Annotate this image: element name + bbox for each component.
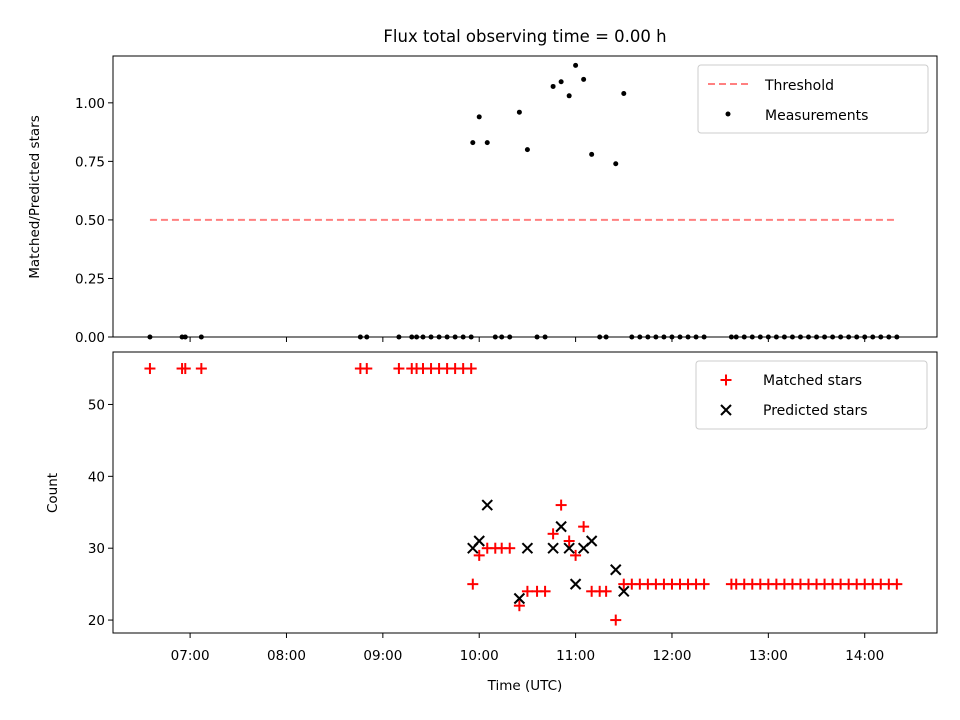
matched-star-point bbox=[393, 363, 405, 375]
bottom-y-tick-label: 50 bbox=[88, 397, 105, 413]
top-y-tick-label: 1.00 bbox=[75, 96, 105, 112]
bottom-x-tick-label: 09:00 bbox=[363, 648, 402, 664]
predicted-star-point bbox=[618, 585, 630, 598]
measurement-point bbox=[470, 140, 476, 146]
predicted-star-point bbox=[481, 499, 493, 511]
matched-star-point bbox=[144, 363, 156, 375]
bottom-x-tick-label: 12:00 bbox=[653, 648, 692, 664]
measurement-point bbox=[573, 62, 579, 68]
legend-matched-label: Matched stars bbox=[763, 373, 862, 389]
bottom-panel: 20 30 40 50 07:00 08:00 09:00 10:00 11:00 12:00 1… bbox=[45, 351, 938, 694]
legend-matched-swatch bbox=[720, 374, 732, 386]
measurement-point bbox=[613, 161, 619, 167]
predicted-star-point bbox=[555, 520, 567, 533]
measurement-point bbox=[621, 90, 627, 96]
matched-star-point bbox=[698, 578, 710, 590]
top-panel: 0.00 0.25 0.50 0.75 1.00 Matched/Predicted s… bbox=[27, 55, 938, 346]
bottom-x-tick-label: 13:00 bbox=[749, 648, 788, 664]
legend-predicted-label: Predicted stars bbox=[763, 403, 868, 419]
matched-star-point bbox=[361, 363, 373, 375]
matched-star-point bbox=[521, 585, 533, 597]
matched-star-point bbox=[473, 549, 485, 561]
matched-star-point bbox=[465, 363, 477, 375]
top-axes-frame bbox=[112, 55, 938, 338]
measurement-point bbox=[581, 76, 587, 82]
measurement-point bbox=[516, 109, 522, 115]
legend-measurements-label: Measurements bbox=[765, 108, 868, 124]
legend-plus-marker bbox=[720, 374, 732, 386]
top-y-label: Matched/Predicted stars bbox=[27, 115, 43, 278]
measurement-point bbox=[589, 151, 595, 157]
predicted-star-point bbox=[521, 542, 534, 554]
measurement-point bbox=[484, 140, 490, 146]
bottom-y-label: Count bbox=[45, 473, 61, 513]
measurement-point bbox=[558, 79, 564, 85]
matched-star-point bbox=[539, 585, 551, 597]
predicted-star-point bbox=[473, 535, 485, 547]
matched-star-point bbox=[195, 363, 207, 375]
bottom-x-tick-label: 08:00 bbox=[267, 648, 306, 664]
matched-star-point bbox=[555, 499, 567, 511]
matched-star-point bbox=[467, 578, 479, 590]
top-y-tick-label: 0.00 bbox=[75, 330, 105, 346]
predicted-star-point bbox=[610, 564, 622, 576]
matched-star-point bbox=[600, 585, 612, 597]
bottom-y-axis: 20 30 40 50 bbox=[88, 397, 113, 629]
bottom-legend-box bbox=[695, 360, 928, 430]
bottom-y-tick-label: 30 bbox=[88, 541, 105, 557]
top-y-axis: 0.00 0.25 0.50 0.75 1.00 bbox=[75, 96, 113, 346]
top-x-ticks bbox=[189, 337, 866, 342]
predicted-star-point bbox=[563, 542, 575, 554]
bottom-x-tick-label: 11:00 bbox=[556, 648, 595, 664]
matched-star-point bbox=[578, 521, 590, 533]
bottom-y-tick-label: 40 bbox=[88, 469, 105, 485]
bottom-x-axis: 07:00 08:00 09:00 10:00 11:00 12:00 13:00 14:00 bbox=[171, 633, 884, 664]
matched-star-point bbox=[513, 600, 525, 612]
bottom-x-tick-label: 07:00 bbox=[171, 648, 210, 664]
top-legend: Threshold Measurements bbox=[697, 64, 929, 134]
measurement-point bbox=[566, 93, 572, 99]
bottom-legend: Matched stars Predicted stars bbox=[695, 360, 928, 430]
matched-star-point bbox=[179, 363, 191, 375]
measurement-point bbox=[524, 147, 530, 153]
legend-measurements-swatch bbox=[725, 111, 731, 117]
legend-predicted-swatch bbox=[720, 404, 732, 416]
legend-threshold-label: Threshold bbox=[764, 78, 834, 94]
predicted-star-point bbox=[585, 535, 598, 547]
top-y-tick-label: 0.75 bbox=[75, 154, 105, 170]
measurement-point bbox=[550, 83, 556, 89]
bottom-x-tick-label: 10:00 bbox=[460, 648, 499, 664]
matched-stars-points bbox=[144, 363, 903, 626]
matched-star-point bbox=[547, 528, 559, 540]
bottom-axes-frame bbox=[112, 351, 938, 634]
measurement-point bbox=[476, 114, 482, 120]
predicted-star-point bbox=[547, 542, 559, 554]
top-y-tick-label: 0.25 bbox=[75, 271, 105, 287]
top-y-tick-label: 0.50 bbox=[75, 213, 105, 229]
predicted-stars-points bbox=[467, 499, 630, 605]
bottom-y-tick-label: 20 bbox=[88, 613, 105, 629]
predicted-star-point bbox=[513, 592, 526, 605]
matched-star-point bbox=[563, 535, 575, 547]
predicted-star-point bbox=[569, 578, 582, 590]
matched-star-point bbox=[570, 549, 582, 561]
legend-x-marker bbox=[720, 404, 732, 416]
matched-star-point bbox=[891, 578, 903, 590]
chart-title: Flux total observing time = 0.00 h bbox=[383, 27, 666, 46]
x-axis-label: Time (UTC) bbox=[487, 678, 563, 694]
bottom-x-tick-label: 14:00 bbox=[845, 648, 884, 664]
matched-star-point bbox=[504, 542, 516, 554]
top-legend-box bbox=[697, 64, 929, 134]
matched-star-point bbox=[610, 614, 622, 626]
